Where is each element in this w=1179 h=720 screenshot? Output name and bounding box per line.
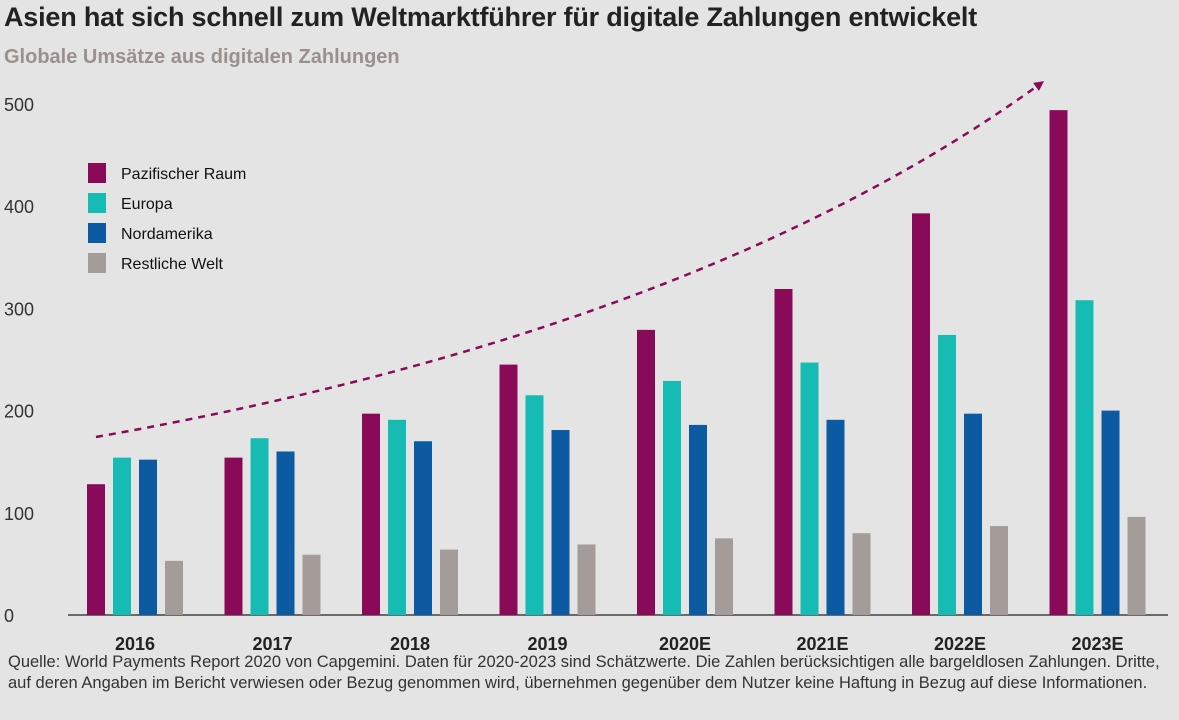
bar-pazifischer-raum-2023e [1049,110,1068,615]
bar-pazifischer-raum-2016 [87,484,105,615]
y-tick-label: 500 [4,95,34,115]
bar-pazifischer-raum-2021e [774,288,793,615]
legend-swatch [88,253,106,273]
x-tick-label: 2023E [1071,634,1123,654]
x-tick-label: 2019 [527,634,567,654]
bar-pazifischer-raum-2018 [362,413,380,615]
bar-europa-2016 [113,457,131,615]
bar-europa-2022e [938,334,956,615]
legend-swatch [88,163,106,183]
legend-label: Nordamerika [121,226,213,243]
y-tick-label: 400 [4,197,34,217]
x-tick-label: 2018 [390,634,430,654]
bar-pazifischer-raum-2022e [912,213,930,615]
bar-nordamerika-2017 [276,451,295,615]
bar-europa-2018 [388,419,406,615]
chart-subtitle: Globale Umsätze aus digitalen Zahlungen [4,46,400,68]
y-tick-label: 0 [4,606,14,626]
trend-arrow [95,81,1045,439]
chart-title: Asien hat sich schnell zum Weltmarktführ… [4,2,977,32]
bar-restliche-welt-2023e [1127,516,1146,615]
bar-pazifischer-raum-2019 [499,364,518,615]
bar-restliche-welt-2016 [165,560,183,615]
bar-nordamerika-2019 [551,430,570,615]
bar-restliche-welt-2017 [302,554,321,615]
bar-restliche-welt-2020e [715,538,733,615]
bar-pazifischer-raum-2020e [637,329,655,615]
bar-pazifischer-raum-2017 [224,457,243,615]
x-tick-label: 2016 [115,634,155,654]
bar-europa-2020e [663,380,681,615]
bar-europa-2023e [1075,300,1094,615]
bar-nordamerika-2018 [414,441,432,615]
x-tick-label: 2022E [934,634,986,654]
x-tick-label: 2017 [252,634,292,654]
legend-swatch [88,193,106,213]
bar-nordamerika-2020e [689,424,707,615]
legend-label: Restliche Welt [121,256,224,273]
x-tick-label: 2021E [796,634,848,654]
bar-nordamerika-2016 [139,459,157,615]
bar-nordamerika-2023e [1101,410,1120,615]
y-tick-label: 200 [4,402,34,422]
y-tick-label: 300 [4,299,34,319]
legend-label: Pazifischer Raum [121,166,246,183]
legend-label: Europa [121,196,173,213]
bar-europa-2019 [525,395,544,615]
bar-nordamerika-2021e [826,419,845,615]
x-tick-label: 2020E [659,634,711,654]
bar-nordamerika-2022e [964,413,982,615]
source-footnote: Quelle: World Payments Report 2020 von C… [8,653,1160,692]
bar-restliche-welt-2021e [852,533,871,615]
bar-europa-2021e [800,362,819,615]
legend-swatch [88,223,106,243]
y-tick-label: 100 [4,504,34,524]
bar-restliche-welt-2019 [577,544,596,615]
bar-restliche-welt-2022e [990,526,1008,615]
bar-europa-2017 [250,438,269,615]
bar-restliche-welt-2018 [440,549,458,615]
